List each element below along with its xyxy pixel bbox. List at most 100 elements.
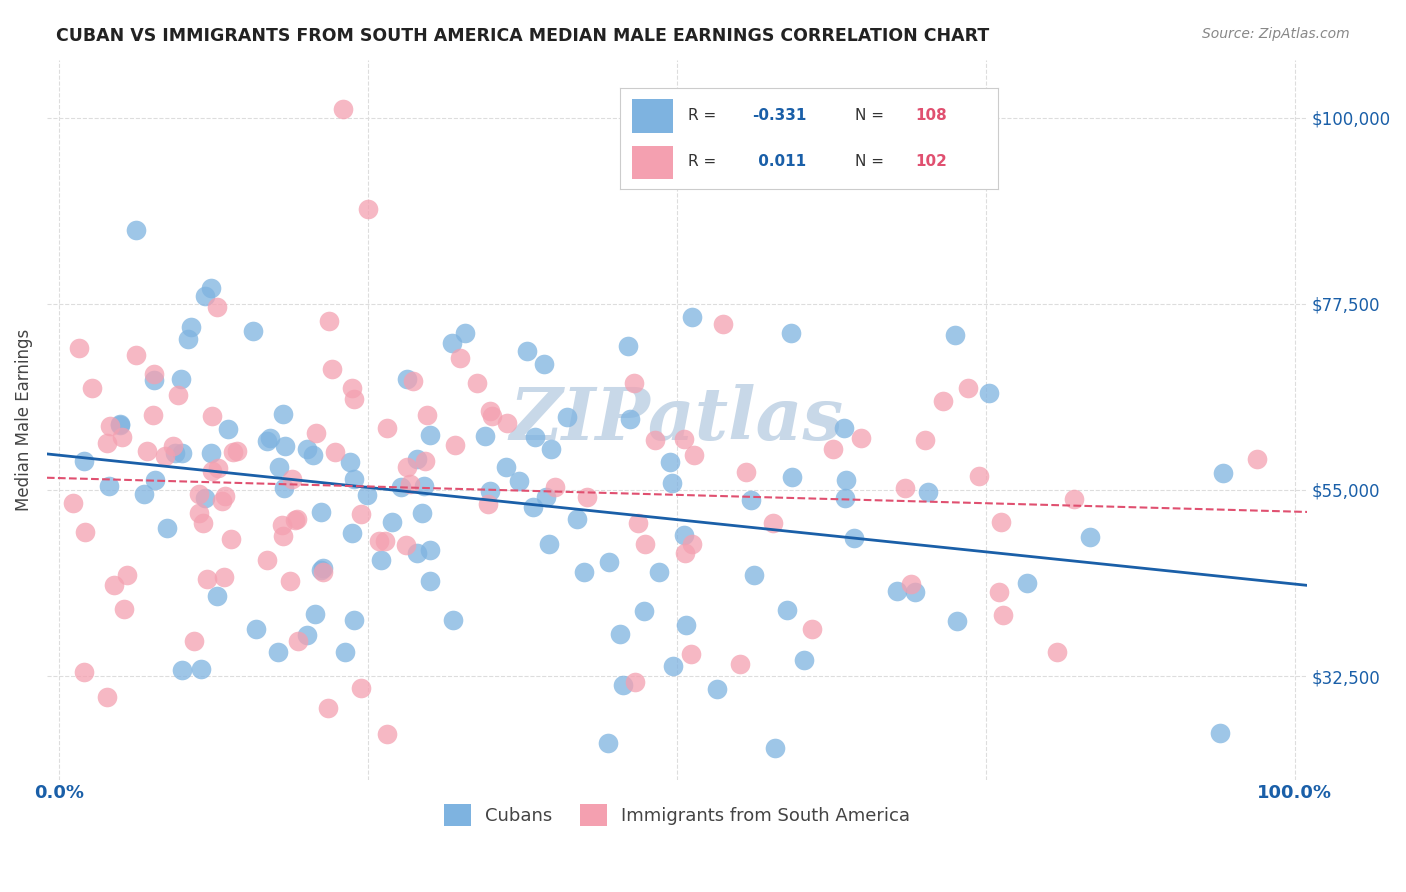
Point [194,289,217,303]
Point [321,361,343,376]
Point [1046,645,1069,659]
Point [544,480,567,494]
Point [267,645,290,659]
Point [287,634,309,648]
Point [162,439,184,453]
Y-axis label: Median Male Earnings: Median Male Earnings [15,328,32,511]
Point [776,603,799,617]
Point [197,572,219,586]
Point [411,507,433,521]
Point [271,408,294,422]
Point [762,516,785,531]
Point [801,623,824,637]
Point [172,446,194,460]
Point [117,567,139,582]
Point [478,484,501,499]
Point [453,326,475,340]
Text: Source: ZipAtlas.com: Source: ZipAtlas.com [1202,27,1350,41]
Point [633,537,655,551]
Point [673,546,696,560]
Point [443,438,465,452]
Point [256,553,278,567]
Point [312,566,335,580]
Point [214,489,236,503]
Point [987,585,1010,599]
Point [742,567,765,582]
Point [932,394,955,409]
Point [170,663,193,677]
Point [242,324,264,338]
Point [200,281,222,295]
Point [419,543,441,558]
Point [495,416,517,430]
Point [259,431,281,445]
Point [112,602,135,616]
Point [522,500,544,514]
Point [134,487,156,501]
Point [375,727,398,741]
Point [1080,530,1102,544]
Point [312,560,335,574]
Point [1017,575,1039,590]
Point [373,534,395,549]
Point [406,452,429,467]
Point [990,516,1012,530]
Point [474,429,496,443]
Point [679,648,702,662]
Point [683,448,706,462]
Point [281,471,304,485]
Point [672,528,695,542]
Point [633,604,655,618]
Point [349,681,371,696]
Point [82,381,104,395]
Point [609,627,631,641]
Point [401,375,423,389]
Point [295,442,318,456]
Point [332,102,354,116]
Point [465,376,488,390]
Point [904,585,927,599]
Point [395,372,418,386]
Point [278,574,301,589]
Point [395,538,418,552]
Point [478,403,501,417]
Point [165,446,187,460]
Point [73,665,96,680]
Point [370,553,392,567]
Point [273,481,295,495]
Point [623,376,645,390]
Point [284,513,307,527]
Point [323,445,346,459]
Point [207,461,229,475]
Point [170,371,193,385]
Point [389,480,412,494]
Point [256,434,278,448]
Point [305,426,328,441]
Point [201,464,224,478]
Point [765,741,787,756]
Point [711,317,734,331]
Point [205,300,228,314]
Point [598,556,620,570]
Point [188,506,211,520]
Point [271,517,294,532]
Point [834,491,856,505]
Point [295,628,318,642]
Point [142,408,165,422]
Point [449,351,471,365]
Point [415,408,437,422]
Point [211,493,233,508]
Point [201,409,224,424]
Point [943,327,966,342]
Point [309,563,332,577]
Point [624,674,647,689]
Point [271,528,294,542]
Point [681,310,703,324]
Point [267,460,290,475]
Point [991,608,1014,623]
Point [340,525,363,540]
Point [339,455,361,469]
Point [648,566,671,580]
Point [977,385,1000,400]
Point [575,490,598,504]
